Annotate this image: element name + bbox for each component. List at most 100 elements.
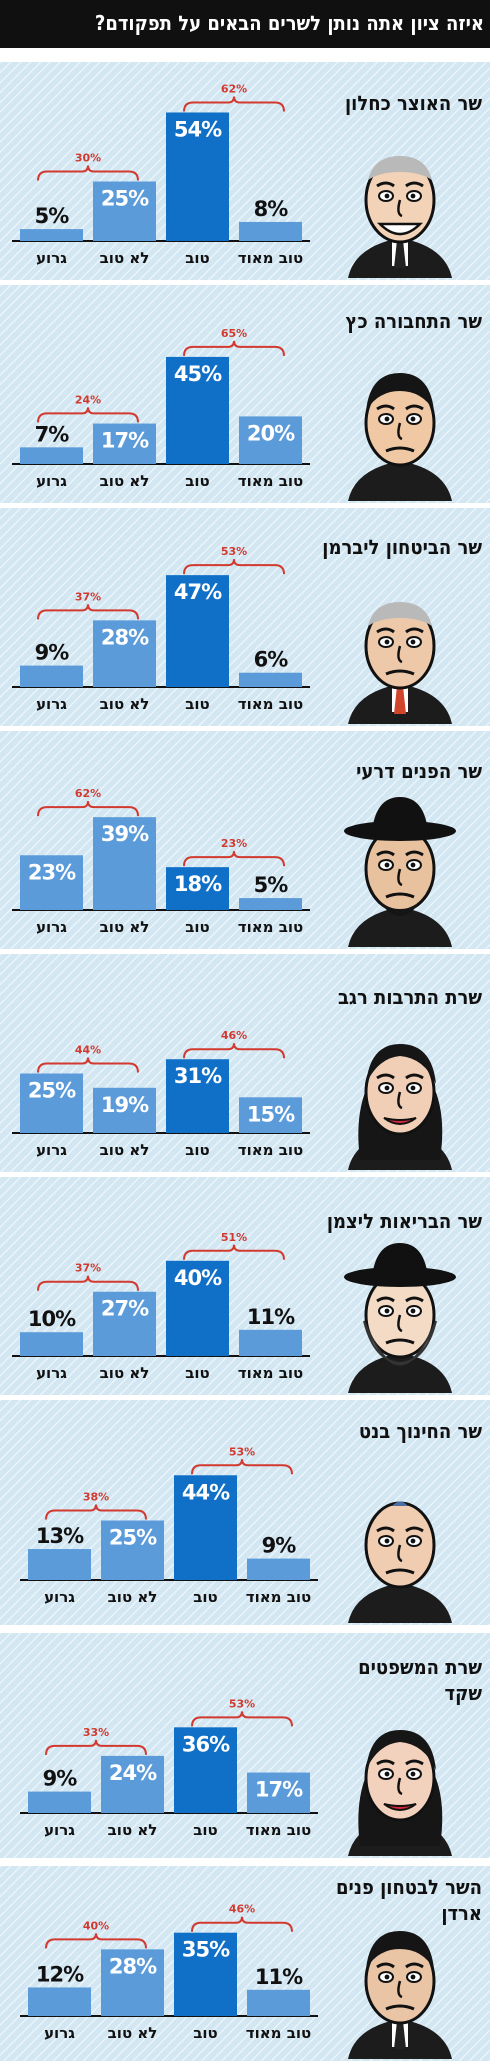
value-label: 8% [254, 197, 289, 221]
category-label: לא טוב [108, 2024, 158, 2042]
bar-1 [20, 665, 83, 687]
value-label: 9% [43, 1767, 78, 1791]
minister-title: שר האוצר כחלון [345, 91, 482, 115]
bar-2 [93, 1087, 156, 1133]
minister-portrait [348, 156, 452, 278]
value-label: 20% [247, 421, 295, 445]
bar-2 [93, 181, 156, 241]
value-label: 45% [174, 362, 222, 386]
category-label: גרוע [36, 472, 67, 490]
minister-title: שר הבריאות ליצמן [326, 1209, 482, 1233]
group-bracket [191, 1916, 293, 1932]
category-label: גרוע [36, 1141, 67, 1159]
bar-2 [101, 1520, 164, 1580]
group-bracket [191, 1711, 293, 1727]
group-total-label: 51% [221, 1231, 247, 1244]
bar-chart: 12% גרוע 28% לא טוב 35% טוב 11% טוב מאוד 40% 46% [20, 1903, 318, 2042]
category-label: גרוע [36, 249, 67, 267]
value-label: 6% [254, 648, 289, 672]
category-label: טוב [185, 918, 210, 936]
bar-3 [166, 867, 229, 910]
minister-portrait [348, 373, 452, 501]
value-label: 10% [28, 1307, 76, 1331]
bar-1 [20, 1332, 83, 1356]
minister-title: שר הפנים דרעי [356, 759, 482, 783]
category-label: לא טוב [100, 249, 150, 267]
value-label: 44% [182, 1480, 230, 1504]
bar-3 [166, 356, 229, 464]
bar-1 [20, 229, 83, 241]
group-bracket [45, 1739, 147, 1755]
bar-2 [93, 1291, 156, 1356]
bar-3 [174, 1475, 237, 1580]
group-bracket [183, 1043, 285, 1059]
group-bracket [183, 851, 285, 867]
bar-chart: 5% גרוע 25% לא טוב 54% טוב 8% טוב מאוד 30% 62% [12, 82, 310, 267]
value-label: 15% [247, 1102, 295, 1126]
minister-portrait [344, 1243, 456, 1393]
caricature-icon [348, 373, 452, 501]
group-bracket [183, 96, 285, 112]
group-bracket [37, 604, 139, 620]
category-label: טוב [185, 695, 210, 713]
category-label: טוב [185, 1141, 210, 1159]
panel-divider [0, 726, 490, 731]
bar-2 [101, 1755, 164, 1813]
bar-chart: 7% גרוע 17% לא טוב 45% טוב 20% טוב מאוד 24% 65% [12, 327, 310, 490]
category-label: טוב מאוד [238, 918, 303, 936]
bar-1 [20, 447, 83, 464]
value-label: 40% [174, 1266, 222, 1290]
value-label: 13% [36, 1524, 84, 1548]
panel-divider [0, 280, 490, 285]
bar-3 [166, 1059, 229, 1133]
bar-3 [174, 1932, 237, 2016]
group-bracket [37, 1275, 139, 1291]
category-label: טוב מאוד [238, 695, 303, 713]
group-total-label: 24% [75, 393, 101, 406]
category-label: לא טוב [100, 472, 150, 490]
caricature-icon [344, 797, 456, 947]
value-label: 47% [174, 580, 222, 604]
minister-portrait [348, 1730, 452, 1856]
category-label: לא טוב [100, 918, 150, 936]
category-label: לא טוב [108, 1821, 158, 1839]
bar-1 [28, 1791, 91, 1813]
bar-chart: 10% גרוע 27% לא טוב 40% טוב 11% טוב מאוד 37% 51% [12, 1231, 310, 1382]
category-label: טוב [193, 2024, 218, 2042]
bar-1 [28, 1549, 91, 1580]
group-bracket [191, 1459, 293, 1475]
value-label: 19% [101, 1093, 149, 1117]
caricature-icon [348, 602, 452, 724]
caricature-icon [348, 1501, 452, 1623]
caricature-icon [344, 1243, 456, 1393]
group-bracket [183, 559, 285, 575]
minister-title: שר הביטחון ליברמן [322, 535, 482, 559]
minister-title: השר לבטחון פנים ארדן [336, 1875, 482, 1925]
value-label: 25% [28, 1079, 76, 1103]
caricature-icon [348, 1730, 452, 1856]
caricature-icon [348, 156, 452, 278]
category-label: טוב מאוד [246, 2024, 311, 2042]
category-label: טוב מאוד [238, 1141, 303, 1159]
value-label: 7% [35, 422, 70, 446]
minister-title: שרת התרבות רגב [337, 985, 482, 1009]
group-total-label: 65% [221, 327, 247, 340]
bar-chart: 25% גרוע 19% לא טוב 31% טוב 15% טוב מאוד 44% 46% [12, 1029, 310, 1159]
group-total-label: 53% [229, 1445, 255, 1458]
bar-2 [93, 423, 156, 464]
category-label: טוב [185, 1364, 210, 1382]
minister-title: שר התחבורה כץ [345, 309, 482, 333]
value-label: 35% [182, 1938, 230, 1962]
group-total-label: 40% [83, 1919, 109, 1932]
bar-3 [174, 1727, 237, 1813]
bar-1 [20, 1073, 83, 1133]
bar-chart: 9% גרוע 28% לא טוב 47% טוב 6% טוב מאוד 37% 53% [12, 545, 310, 713]
value-label: 25% [101, 187, 149, 211]
caricature-icon [348, 1044, 452, 1170]
group-total-label: 53% [229, 1697, 255, 1710]
bar-3 [166, 575, 229, 687]
minister-portrait [348, 602, 452, 724]
category-label: טוב מאוד [246, 1588, 311, 1606]
category-label: טוב [185, 472, 210, 490]
category-label: לא טוב [100, 1364, 150, 1382]
